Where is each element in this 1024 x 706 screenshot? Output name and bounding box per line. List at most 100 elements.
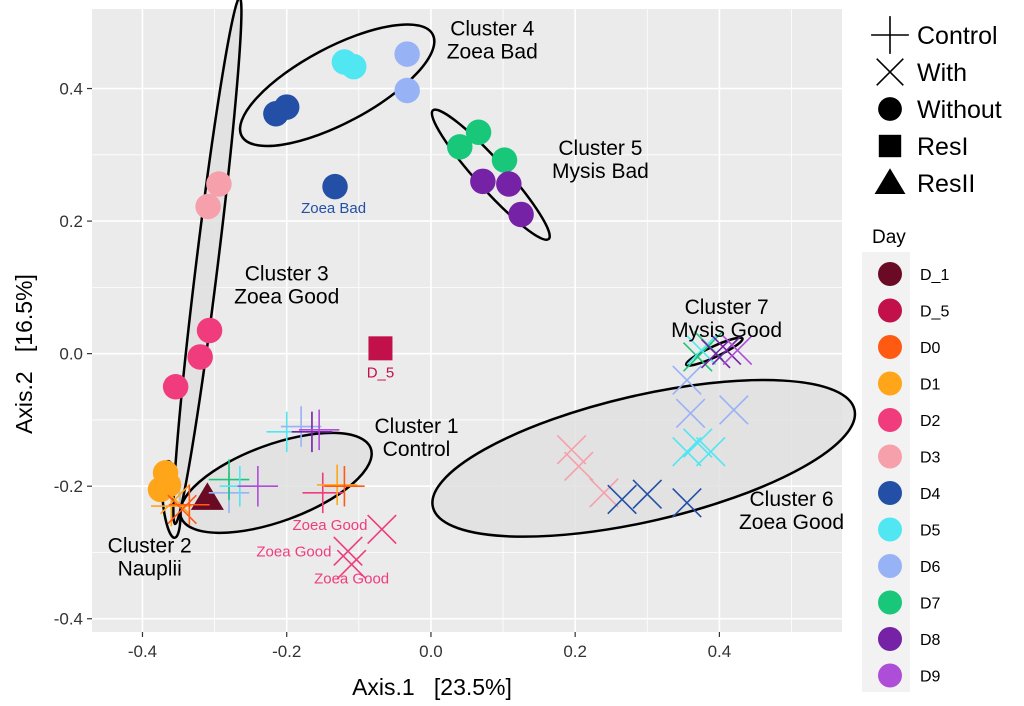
point-circle-d2 <box>196 317 223 344</box>
point-cross-d2 <box>333 536 363 566</box>
point-cross-d3 <box>563 451 594 482</box>
cluster-label: Control <box>383 438 451 461</box>
point-plus-d7 <box>208 459 250 500</box>
point-plus-d9 <box>298 409 340 451</box>
point-circle-d8 <box>470 168 496 195</box>
x-tick-label: 0.2 <box>563 642 587 661</box>
point-cross-d4 <box>607 484 637 515</box>
annotations: Zoea Bad D_5 Zoea Good Zoea Good Zoea Good <box>256 200 394 587</box>
point-plus-d9 <box>237 465 279 507</box>
point-plus-d0 <box>324 465 365 507</box>
legend-day-d7-label: D7 <box>920 596 941 613</box>
y-tick-label: 0.4 <box>59 80 83 99</box>
legend-control-marker <box>871 16 909 54</box>
cluster-6-ellipse <box>431 378 857 538</box>
legend-day-d2-label: D2 <box>920 413 941 430</box>
legend-day-d1-swatch <box>878 371 902 396</box>
point-circle-d7 <box>447 134 473 160</box>
legend-resi-label: ResI <box>917 133 968 161</box>
cluster-label: Nauplii <box>118 557 182 580</box>
legend-day-d0-swatch <box>878 335 902 359</box>
point-circle-d3 <box>206 171 232 197</box>
cluster-label: Cluster 5 <box>558 137 642 160</box>
legend-day-d5-swatch <box>878 517 902 542</box>
legend-resii-label: ResII <box>917 170 975 198</box>
point-cross-d2 <box>336 549 367 580</box>
legend-day-d4-label: D4 <box>920 486 941 503</box>
cluster-4-ellipse <box>238 23 436 148</box>
point-annotation: Zoea Good <box>256 543 331 560</box>
legend-day-d_5-swatch <box>878 298 902 323</box>
point-plus-d8 <box>291 411 333 453</box>
legend-resi-marker <box>878 134 902 158</box>
legend-day-d7-swatch <box>878 590 902 615</box>
point-circle-d4 <box>322 173 348 200</box>
point-cross-d2 <box>367 514 397 545</box>
legend-day-d_5-label: D_5 <box>920 304 949 321</box>
data-points <box>147 41 753 580</box>
legend-day-d5-label: D5 <box>920 523 941 540</box>
point-annotation: Zoea Good <box>292 517 367 534</box>
legend-day-d6-swatch <box>878 554 902 578</box>
point-plus-d6 <box>280 406 322 447</box>
point-circle-d3 <box>195 193 221 220</box>
cluster-label: Cluster 4 <box>450 18 534 41</box>
cluster-label: Cluster 3 <box>245 263 329 286</box>
point-circle-d5 <box>341 53 367 80</box>
legend-without-marker <box>878 97 902 121</box>
point-cross-d5 <box>682 428 713 458</box>
legend-day-d_1-swatch <box>878 262 902 286</box>
point-circle-d2 <box>162 374 189 400</box>
cluster-label: Zoea Good <box>739 511 844 534</box>
x-axis: -0.4 -0.2 0.0 0.2 0.4 <box>128 632 731 661</box>
cluster-label: Cluster 2 <box>108 534 192 557</box>
y-tick-label: 0.2 <box>59 212 83 231</box>
point-triangle-d_1 <box>190 482 224 510</box>
point-cross-d6 <box>719 395 749 425</box>
cluster-7-ellipse <box>684 336 744 367</box>
point-circle-d7 <box>491 147 518 173</box>
legend-day-d4-swatch <box>878 481 902 505</box>
cluster-label: Mysis Bad <box>552 160 649 183</box>
point-circle-d4 <box>273 94 300 120</box>
point-annotation: Zoea Good <box>314 571 389 588</box>
point-plus-d2 <box>302 472 344 514</box>
point-annotation: Zoea Bad <box>301 200 366 217</box>
legend-day-d6-label: D6 <box>920 559 941 576</box>
point-circle-d2 <box>187 344 213 370</box>
point-circle-d1 <box>152 460 179 486</box>
x-tick-label: -0.2 <box>272 642 301 661</box>
cluster-3-ellipse <box>172 0 243 526</box>
point-cross-d5 <box>686 335 717 366</box>
cluster-label: Cluster 6 <box>750 488 834 511</box>
day-legend: Day D_1 D_5 D0 D1 D2 D3 D4 D5 D6 D7 D8 D9 <box>862 227 949 692</box>
cluster-label: Cluster 7 <box>685 296 769 319</box>
point-cross-d6 <box>675 398 706 429</box>
point-plus-d0 <box>169 484 210 525</box>
legend-day-d1-label: D1 <box>920 377 941 394</box>
day-legend-title: Day <box>872 227 906 248</box>
legend-day-d9-label: D9 <box>920 669 941 686</box>
y-tick-label: -0.4 <box>54 610 83 629</box>
legend-day-d8-label: D8 <box>920 632 941 649</box>
point-square-d_5 <box>368 336 393 361</box>
point-cross-d8 <box>711 335 742 366</box>
point-cross-d9 <box>722 335 753 366</box>
point-cross-d4 <box>632 479 663 509</box>
shape-legend: Control With Without ResI ResII <box>871 16 1002 198</box>
point-cross-d5 <box>695 436 726 467</box>
x-tick-label: 0.0 <box>419 642 443 661</box>
legend-control-label: Control <box>917 22 998 50</box>
cluster-label: Mysis Good <box>671 319 782 342</box>
cluster-label: Cluster 1 <box>375 415 459 438</box>
point-circle-d8 <box>508 201 534 228</box>
y-tick-label: -0.2 <box>54 477 83 496</box>
day-legend-background <box>862 252 910 692</box>
legend-day-d9-swatch <box>878 663 902 688</box>
x-axis-title: Axis.1 [23.5%] <box>352 674 512 700</box>
legend-day-d0-label: D0 <box>920 340 941 357</box>
point-plus-d1 <box>316 464 358 506</box>
cluster-label: Zoea Good <box>234 286 339 309</box>
